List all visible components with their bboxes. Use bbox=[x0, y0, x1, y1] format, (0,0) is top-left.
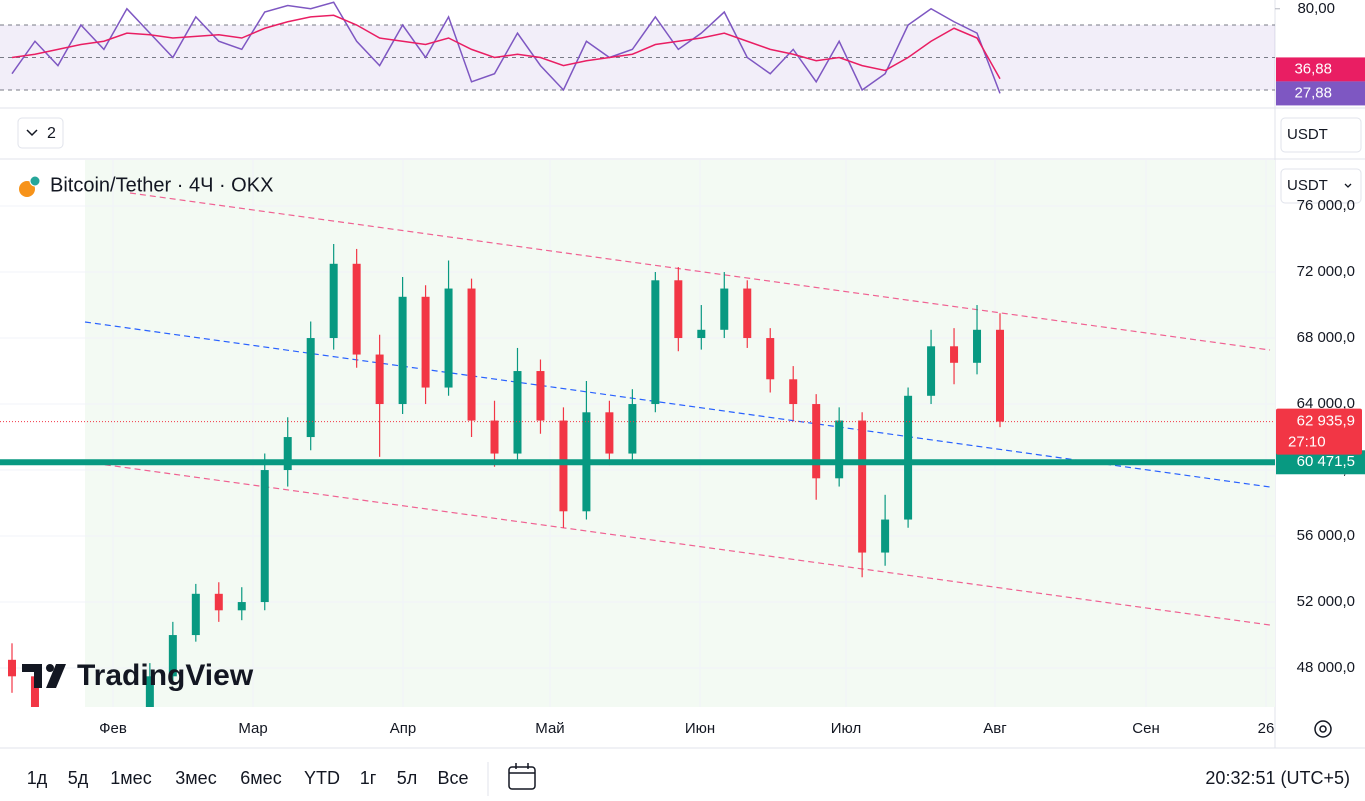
candle-body bbox=[950, 346, 959, 363]
range-button[interactable]: 1мес bbox=[110, 768, 151, 788]
rsi-label: 27,88 bbox=[1294, 84, 1332, 101]
range-button[interactable]: Все bbox=[437, 768, 468, 788]
candle-body bbox=[8, 659, 16, 677]
candle-body bbox=[881, 519, 890, 553]
clock: 20:32:51 (UTC+5) bbox=[1205, 768, 1350, 788]
main-pane bbox=[0, 160, 1275, 707]
currency-label: USDT bbox=[1287, 177, 1328, 194]
rsi-badge bbox=[1276, 81, 1365, 106]
candle-body bbox=[789, 379, 798, 405]
candle-body bbox=[490, 420, 499, 454]
candle-body bbox=[904, 395, 913, 520]
candle-body bbox=[283, 437, 292, 471]
candle-body bbox=[996, 329, 1004, 422]
y-tick-label: 48 000,0 bbox=[1297, 659, 1355, 676]
watermark: TradingView bbox=[77, 659, 254, 692]
legend-toggle[interactable] bbox=[17, 117, 64, 149]
candle-body bbox=[30, 676, 39, 707]
candle-body bbox=[352, 263, 361, 355]
candle-body bbox=[766, 338, 775, 380]
candle-body bbox=[674, 280, 683, 339]
candle-body bbox=[168, 635, 177, 677]
range-button[interactable]: 1г bbox=[360, 768, 377, 788]
channel-upper bbox=[129, 192, 1271, 351]
candle-body bbox=[743, 288, 752, 339]
candle-body bbox=[421, 296, 430, 388]
candle-body bbox=[467, 288, 476, 421]
candle-body bbox=[513, 371, 522, 454]
x-tick-label: Авг bbox=[983, 720, 1007, 737]
candle-body bbox=[444, 288, 453, 388]
channel-area bbox=[85, 160, 1275, 707]
x-tick-label: Май bbox=[535, 720, 564, 737]
horizontal-line-label: 60 471,5 bbox=[1297, 453, 1355, 470]
candle-body bbox=[237, 602, 246, 611]
candle-body bbox=[812, 404, 821, 479]
symbol-title: Bitcoin/Tether · 4Ч · OKX bbox=[50, 174, 273, 196]
candle-body bbox=[191, 593, 200, 636]
candle-body bbox=[858, 420, 867, 553]
currency-button[interactable] bbox=[1280, 117, 1362, 153]
range-button[interactable]: 1д bbox=[27, 768, 48, 788]
rsi-ma-label: 36,88 bbox=[1294, 60, 1332, 77]
x-tick-label: Апр bbox=[390, 720, 416, 737]
y-tick-label: 68 000,0 bbox=[1297, 329, 1355, 346]
candle-body bbox=[605, 412, 614, 454]
rsi_ma-line bbox=[11, 14, 1001, 80]
candle-body bbox=[559, 420, 568, 512]
candle-body bbox=[720, 288, 729, 330]
candle-body bbox=[260, 470, 269, 603]
x-tick-label: Фев bbox=[99, 720, 127, 737]
y-tick-label: 76 000,0 bbox=[1297, 197, 1355, 214]
range-button[interactable]: YTD bbox=[304, 768, 340, 788]
last-price-label: 62 935,9 bbox=[1297, 413, 1355, 430]
chevron-icon bbox=[1344, 183, 1352, 188]
candle-body bbox=[536, 371, 545, 421]
bitcoin-icon bbox=[19, 181, 35, 197]
countdown: 27:10 bbox=[1288, 434, 1326, 451]
tether-icon bbox=[29, 175, 41, 187]
currency-label: USDT bbox=[1287, 126, 1328, 143]
settings-icon-center bbox=[1319, 725, 1327, 733]
settings-icon[interactable] bbox=[1314, 720, 1332, 738]
candle-body bbox=[927, 346, 936, 396]
range-button[interactable]: 5д bbox=[68, 768, 89, 788]
x-tick-label: Мар bbox=[238, 720, 267, 737]
candle-body bbox=[697, 329, 706, 339]
y-tick-label: 52 000,0 bbox=[1297, 593, 1355, 610]
x-tick-label: Сен bbox=[1132, 720, 1159, 737]
date-range-icon[interactable] bbox=[508, 763, 536, 790]
rsi-ma-badge bbox=[1276, 57, 1365, 82]
range-button[interactable]: 5л bbox=[397, 768, 418, 788]
x-tick-label: 26 bbox=[1258, 720, 1275, 737]
watermark-logo bbox=[22, 664, 66, 688]
last-price-badge bbox=[1276, 408, 1362, 455]
candle-body bbox=[375, 354, 384, 405]
x-tick-label: Июл bbox=[831, 720, 861, 737]
range-button[interactable]: 3мес bbox=[175, 768, 216, 788]
candle-body bbox=[628, 404, 637, 454]
candle-body bbox=[306, 338, 315, 438]
currency-button[interactable] bbox=[1280, 168, 1362, 204]
candle-body bbox=[145, 676, 154, 707]
legend-count: 2 bbox=[47, 125, 56, 142]
rsi-tick-label: 80,00 bbox=[1297, 0, 1335, 17]
y-tick-label: 56 000,0 bbox=[1297, 527, 1355, 544]
chevron-icon bbox=[26, 129, 38, 137]
candle-body bbox=[835, 420, 844, 479]
rsi-line bbox=[11, 1, 1001, 94]
y-tick-label: 72 000,0 bbox=[1297, 263, 1355, 280]
candle-body bbox=[651, 280, 660, 405]
x-tick-label: Июн bbox=[685, 720, 715, 737]
rsi-pane bbox=[0, 1, 1275, 94]
candle-body bbox=[973, 329, 982, 363]
candle-body bbox=[398, 296, 407, 405]
y-tick-label: 64 000,0 bbox=[1297, 395, 1355, 412]
range-button[interactable]: 6мес bbox=[240, 768, 281, 788]
candle-body bbox=[329, 263, 338, 339]
candle-body bbox=[214, 593, 223, 611]
